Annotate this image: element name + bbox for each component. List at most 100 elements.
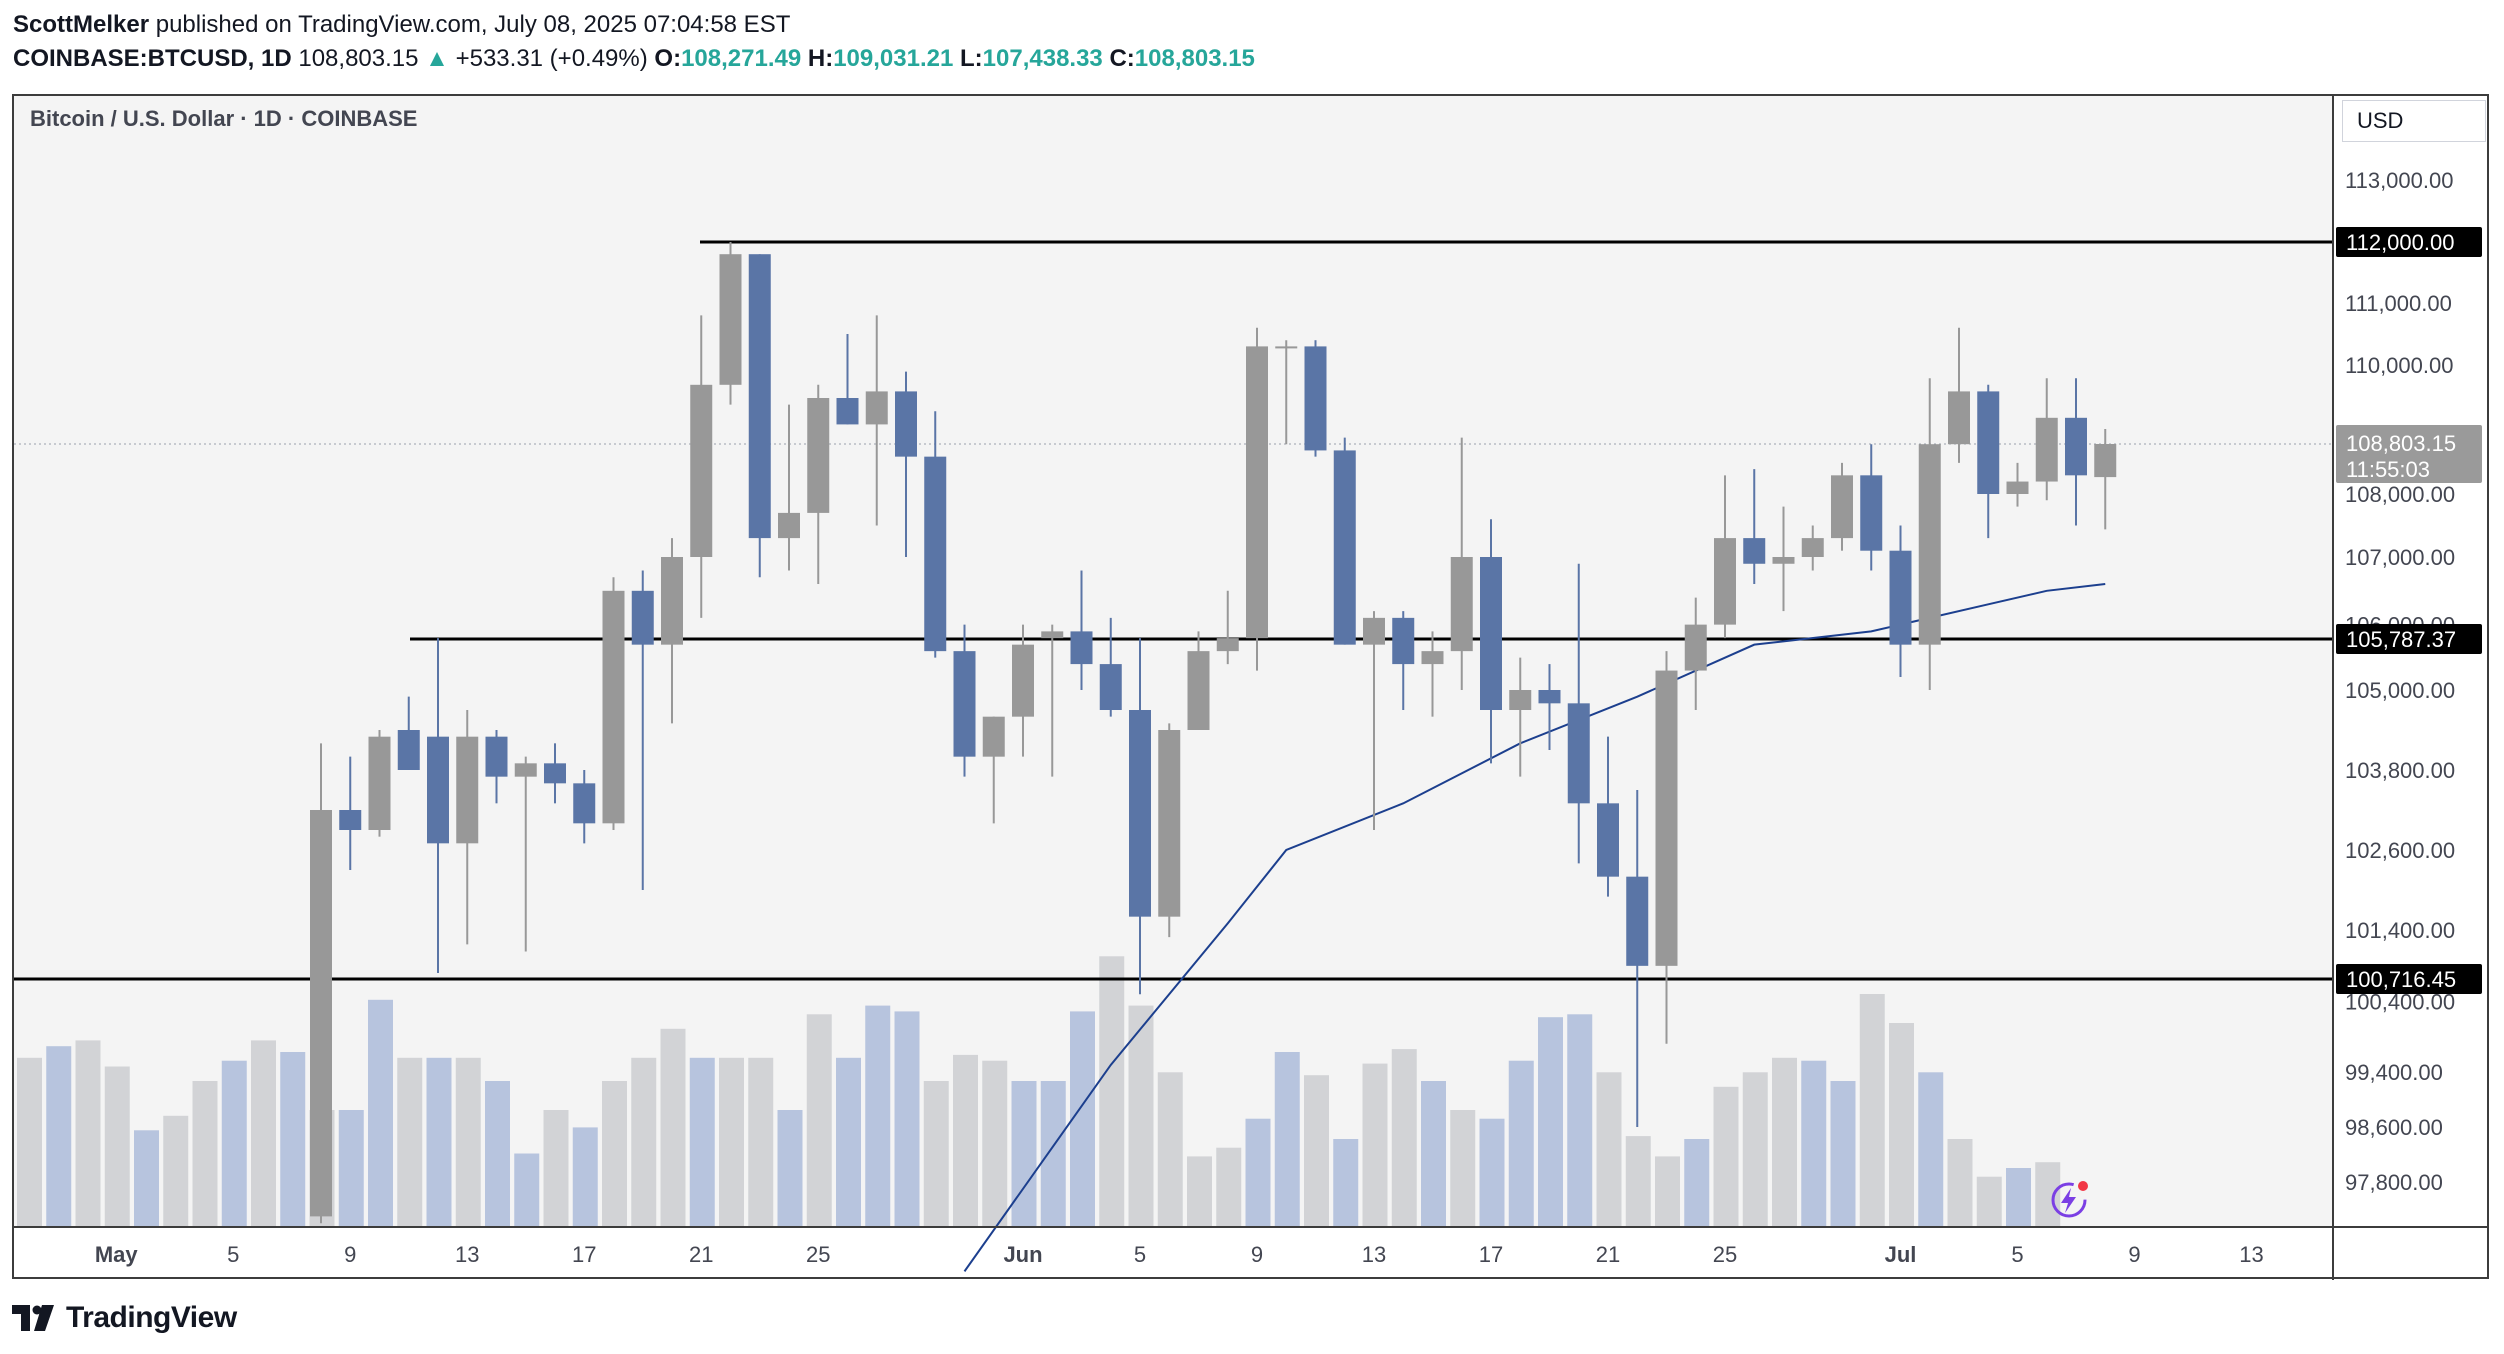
time-tick-label: 25	[806, 1242, 830, 1267]
volume-bar	[1274, 1052, 1300, 1226]
candle-body	[1714, 538, 1736, 625]
candle-body	[1831, 475, 1853, 539]
price-tick-label: 103,800.00	[2345, 758, 2455, 783]
price-tick-label: 107,000.00	[2345, 545, 2455, 570]
candle-body	[368, 736, 391, 830]
author-name[interactable]: ScottMelker	[13, 11, 150, 38]
level-price-tag-label: 100,716.45	[2346, 967, 2456, 992]
candle-body	[1099, 664, 1122, 710]
candle-body	[1567, 703, 1590, 804]
volume-bar	[1976, 1176, 2002, 1226]
candle-body	[1392, 617, 1415, 665]
volume-bar	[455, 1057, 481, 1226]
candle-body	[836, 398, 859, 425]
volume-bar	[1157, 1072, 1183, 1226]
candle-body	[1918, 444, 1941, 645]
time-tick-label: 17	[572, 1242, 596, 1267]
volume-bar	[104, 1066, 130, 1226]
high-label: H:	[807, 45, 834, 72]
symbol-label: COINBASE:BTCUSD, 1D	[13, 45, 292, 72]
time-tick-label: 13	[2239, 1242, 2263, 1267]
last-price-tag	[2336, 425, 2482, 483]
volume-bar	[1099, 956, 1125, 1226]
volume-bar	[1713, 1086, 1739, 1226]
price-axis	[2334, 96, 2487, 1226]
volume-bar	[543, 1110, 569, 1226]
candle-body	[924, 456, 947, 652]
volume-bar	[923, 1081, 949, 1226]
price-tick-label: 108,000.00	[2345, 482, 2455, 507]
volume-bar	[572, 1127, 598, 1226]
price-change: +533.31 (+0.49%)	[455, 45, 648, 72]
volume-bar	[806, 1014, 832, 1226]
volume-bar	[368, 999, 393, 1226]
candle-body	[1129, 710, 1151, 917]
candle-body	[1743, 538, 1766, 564]
volume-bar	[1596, 1072, 1622, 1226]
volume-bar	[1742, 1072, 1768, 1226]
volume-bar	[1684, 1139, 1710, 1226]
candle-body	[1041, 631, 1064, 639]
candle-body	[427, 736, 449, 844]
volume-bar	[1128, 1005, 1154, 1226]
volume-bar	[1362, 1063, 1388, 1226]
volume-bar	[338, 1110, 364, 1226]
price-tick-label: 113,000.00	[2345, 168, 2453, 193]
time-tick-label: 9	[2128, 1242, 2140, 1267]
candle-body	[1158, 730, 1181, 917]
volume-bar	[1538, 1017, 1563, 1226]
volume-bar	[1772, 1057, 1797, 1226]
plot-area[interactable]	[14, 96, 2332, 1226]
candle-body	[485, 736, 508, 777]
time-tick-label: 5	[227, 1242, 239, 1267]
candle-body	[865, 391, 888, 425]
price-tick-label: 98,600.00	[2345, 1115, 2443, 1140]
candle-body	[2065, 417, 2087, 476]
price-tick-label: 111,000.00	[2345, 291, 2452, 316]
candle-body	[1626, 876, 1649, 966]
candle-body	[1655, 670, 1678, 966]
candle-body	[1889, 550, 1912, 645]
volume-bar	[953, 1054, 978, 1226]
candle-body	[1333, 450, 1356, 645]
volume-bar	[631, 1057, 657, 1226]
volume-bar	[1801, 1060, 1827, 1226]
time-tick-label: 21	[689, 1242, 713, 1267]
last-price: 108,803.15	[298, 45, 419, 72]
candle-body	[895, 391, 917, 457]
volume-bar	[134, 1130, 159, 1226]
volume-bar	[1479, 1118, 1505, 1226]
volume-bar	[1245, 1118, 1271, 1226]
assistant-icon[interactable]	[2047, 1178, 2091, 1222]
time-tick-label: 5	[1134, 1242, 1146, 1267]
level-price-tag	[2336, 964, 2482, 994]
candle-body	[1538, 690, 1561, 704]
volume-bar	[1450, 1110, 1476, 1226]
footer-brand[interactable]: TradingView	[12, 1298, 237, 1338]
time-tick-label: 9	[344, 1242, 356, 1267]
tradingview-logo-icon	[12, 1305, 54, 1331]
symbol-line: COINBASE:BTCUSD, 1D 108,803.15 ▲ +533.31…	[13, 42, 1255, 76]
candle-body	[1012, 644, 1034, 717]
volume-bar	[777, 1110, 803, 1226]
close-label: C:	[1109, 45, 1135, 72]
candle-body	[1304, 346, 1327, 451]
candle-body	[1246, 346, 1268, 639]
volume-bar	[1187, 1156, 1212, 1226]
volume-bar	[836, 1057, 861, 1226]
candle-body	[953, 651, 976, 757]
volume-bar	[2035, 1162, 2061, 1226]
volume-bar	[748, 1057, 774, 1226]
volume-bar	[1421, 1081, 1446, 1226]
candle-body	[1275, 346, 1298, 349]
volume-bar	[397, 1057, 423, 1226]
time-tick-label: 17	[1479, 1242, 1503, 1267]
candle-body	[339, 810, 362, 830]
currency-selector[interactable]: USD	[2342, 100, 2486, 142]
brand-name: TradingView	[66, 1301, 237, 1334]
candle-body	[310, 810, 332, 1217]
volume-bar	[46, 1046, 72, 1226]
volume-bar	[1011, 1081, 1037, 1226]
level-price-tag	[2336, 624, 2482, 654]
